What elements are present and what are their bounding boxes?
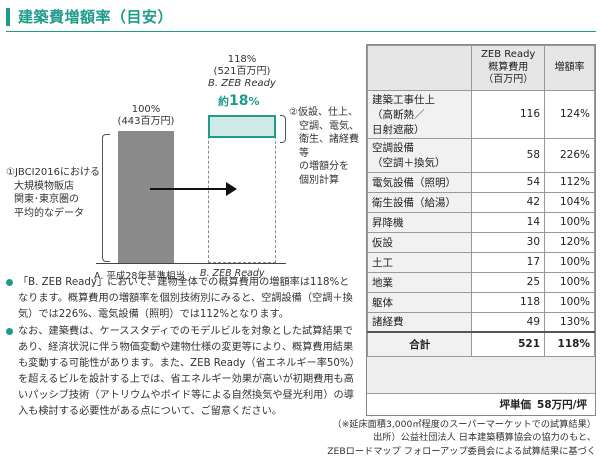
note-right-line: の増額分を [299,161,349,172]
item: 衛生設備（給湯） [366,191,473,213]
arrow-right-icon [226,182,237,196]
item: 仮設 [366,231,473,253]
title-divider [6,31,596,32]
note-left-line: 平均的なデータ [14,207,84,219]
note-left-line: ①JBCI2016における [6,167,100,178]
footnote-line: ZEBロードマップ フォローアップ委員会による試算結果に基づく [327,445,596,457]
cell-rate: 120% [544,231,595,253]
cell-rate: 226% [544,137,595,173]
bar-a [118,131,174,263]
item: 電気設備（照明） [366,171,473,193]
title-bar: 建築費増額率（目安） [0,0,600,32]
cost-table-grid: ZEB Ready 概算費用 （百万円） 増額率 建築工事仕上 （高断熱／ 日射… [366,45,595,357]
cell-rate: 100% [544,271,595,293]
total-rate: 118% [544,331,595,357]
note-left-line: 大規模物販店 [14,180,74,192]
table-row: 昇降機 14 100% [366,211,595,233]
table-row: 地業 25 100% [366,271,595,293]
bar-a-amount: (443百万円) [117,116,175,127]
table-row: 仮設 30 120% [366,231,595,253]
axis-label-b: B. ZEB Ready [200,268,265,279]
note-right-line: ②仮設、仕上、 [289,107,358,118]
item: 躯体 [366,291,473,313]
cell-cost: 25 [471,271,546,293]
cell-cost: 116 [471,89,546,139]
increase-value: 18 [229,93,249,109]
footnotes: （※延床面積3,000㎡程度のスーパーマーケットでの試算結果） 出所）公益社団法… [290,418,596,458]
note-right-line: 個別計算 [299,174,339,186]
table-row: 空調設備 （空調＋換気） 58 226% [366,137,595,173]
cell-rate: 112% [544,171,595,193]
right-brace-icon [280,115,286,143]
cell-cost: 17 [471,251,546,273]
note-left-line: 関東･東京圏の [14,194,79,205]
table-row: 土工 17 100% [366,251,595,273]
page-title: 建築費増額率（目安） [18,8,174,26]
bullet-dot-icon [6,279,13,286]
cell-rate: 100% [544,251,595,273]
bar-b-name: B. ZEB Ready [208,78,276,89]
axis-label-a: A. 平成28年基準相当 [94,271,185,282]
cost-comparison-chart: 100% (443百万円) 118% (521百万円) B. ZEB Ready… [0,36,360,282]
header-rate: 増額率 [544,45,595,91]
cell-rate: 130% [544,311,595,333]
table-row: 躯体 118 100% [366,291,595,313]
bar-b-amount: (521百万円) [213,66,271,77]
cell-rate: 124% [544,89,595,139]
tsubo-label: 坪単価 [499,399,532,411]
table-total-row: 合計 521 118% [366,331,595,357]
increase-unit: % [248,95,260,108]
bullet-text: なお、建築費は、ケーススタディでのモデルビルを対象とした試算結果であり、経済状況… [18,326,355,417]
cell-rate: 104% [544,191,595,213]
table-header-row: ZEB Ready 概算費用 （百万円） 増額率 [366,45,595,91]
note-right: ②仮設、仕上、 空調、電気、 衛生、諸経費等 の増額分を 個別計算 [289,106,360,187]
tsubo-value: 58万円/坪 [537,399,587,411]
table-row: 諸経費 49 130% [366,311,595,333]
cell-cost: 118 [471,291,546,313]
table-row: 建築工事仕上 （高断熱／ 日射遮蔽） 116 124% [366,89,595,139]
bar-b-percent: 118% [227,54,257,65]
bar-b-increase [208,115,276,138]
table-row: 衛生設備（給湯） 42 104% [366,191,595,213]
baseline [96,263,286,264]
increase-percent: 約18% [218,93,260,109]
item: 諸経費 [366,311,473,333]
bullet-item: 「B. ZEB Ready」において、建物全体での概算費用の増額率は118%とな… [6,275,358,322]
left-brace-icon [102,134,110,262]
title-accent [6,8,10,26]
bar-a-percent: 100% [131,104,161,115]
footnote-line: 出所）公益社団法人 日本建築積算協会の協力のもと、 [373,432,596,444]
total-label: 合計 [366,331,473,357]
arrow-line [150,188,228,190]
cell-cost: 49 [471,311,546,333]
bullet-list: 「B. ZEB Ready」において、建物全体での概算費用の増額率は118%とな… [6,275,358,421]
bullet-text: 「B. ZEB Ready」において、建物全体での概算費用の増額率は118%とな… [18,277,353,320]
increase-prefix: 約 [218,95,229,108]
item: 建築工事仕上 （高断熱／ 日射遮蔽） [366,89,473,139]
bullet-dot-icon [6,328,13,336]
tsubo-price: 坪単価 58万円/坪 [367,393,595,415]
cost-table: ZEB Ready 概算費用 （百万円） 増額率 建築工事仕上 （高断熱／ 日射… [366,44,596,416]
cell-cost: 58 [471,137,546,173]
total-cost: 521 [471,331,546,357]
note-right-line: 空調、電気、 [299,120,359,132]
header-cost: ZEB Ready 概算費用 （百万円） [471,45,546,91]
header-item [366,45,473,91]
cell-rate: 100% [544,211,595,233]
cell-rate: 100% [544,291,595,313]
cell-cost: 42 [471,191,546,213]
note-right-line: 衛生、諸経費等 [299,134,359,159]
cell-cost: 30 [471,231,546,253]
note-left: ①JBCI2016における 大規模物販店 関東･東京圏の 平均的なデータ [6,166,100,220]
cell-cost: 14 [471,211,546,233]
bullet-item: なお、建築費は、ケーススタディでのモデルビルを対象とした試算結果であり、経済状況… [6,324,358,419]
item: 昇降機 [366,211,473,233]
item: 地業 [366,271,473,293]
cell-cost: 54 [471,171,546,193]
footnote-line: （※延床面積3,000㎡程度のスーパーマーケットでの試算結果） [332,419,596,430]
table-row: 電気設備（照明） 54 112% [366,171,595,193]
item: 土工 [366,251,473,273]
item: 空調設備 （空調＋換気） [366,137,473,173]
